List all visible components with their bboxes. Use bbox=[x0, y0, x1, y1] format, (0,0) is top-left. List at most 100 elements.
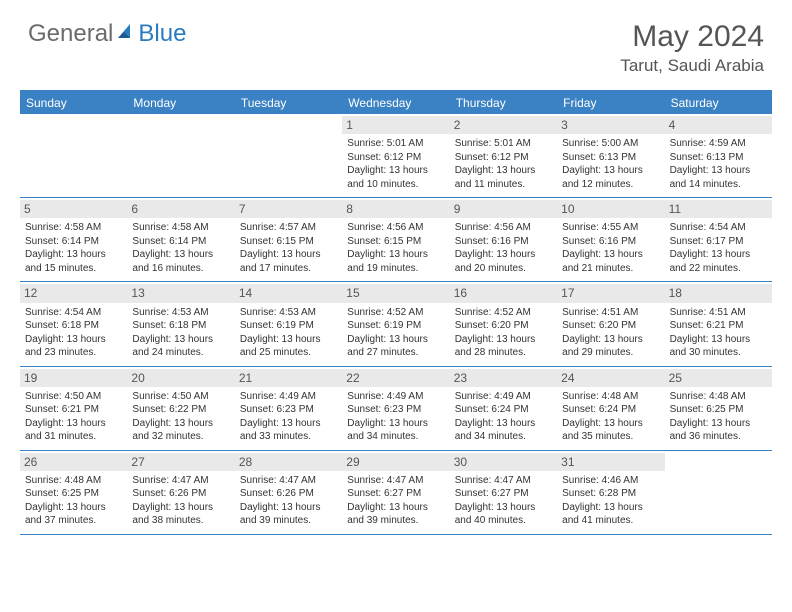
day-detail-line: Daylight: 13 hours bbox=[562, 417, 659, 431]
day-detail-line: Sunrise: 4:49 AM bbox=[347, 390, 444, 404]
day-detail-line: Sunset: 6:15 PM bbox=[240, 235, 337, 249]
day-number: 14 bbox=[235, 284, 342, 302]
day-detail-line: Daylight: 13 hours bbox=[347, 417, 444, 431]
day-detail-line: and 38 minutes. bbox=[132, 514, 229, 528]
weekday-header: Tuesday bbox=[235, 92, 342, 114]
day-number: 21 bbox=[235, 369, 342, 387]
day-detail-line: and 16 minutes. bbox=[132, 262, 229, 276]
day-number: 12 bbox=[20, 284, 127, 302]
header: General Blue May 2024 Tarut, Saudi Arabi… bbox=[0, 0, 792, 84]
day-cell: 9Sunrise: 4:56 AMSunset: 6:16 PMDaylight… bbox=[450, 198, 557, 281]
day-detail-line: Daylight: 13 hours bbox=[670, 333, 767, 347]
day-detail-line: Daylight: 13 hours bbox=[240, 333, 337, 347]
day-detail-line: Daylight: 13 hours bbox=[670, 164, 767, 178]
day-cell: 25Sunrise: 4:48 AMSunset: 6:25 PMDayligh… bbox=[665, 367, 772, 450]
day-detail-line: Daylight: 13 hours bbox=[240, 501, 337, 515]
day-detail-line: and 33 minutes. bbox=[240, 430, 337, 444]
day-detail-line: Sunset: 6:19 PM bbox=[240, 319, 337, 333]
day-detail-line: Sunset: 6:16 PM bbox=[455, 235, 552, 249]
day-detail-line: Sunset: 6:24 PM bbox=[562, 403, 659, 417]
day-detail-line: and 32 minutes. bbox=[132, 430, 229, 444]
day-number: 2 bbox=[450, 116, 557, 134]
day-detail-line: and 10 minutes. bbox=[347, 178, 444, 192]
day-detail-line: Sunrise: 4:46 AM bbox=[562, 474, 659, 488]
day-cell: 10Sunrise: 4:55 AMSunset: 6:16 PMDayligh… bbox=[557, 198, 664, 281]
day-detail-line: and 30 minutes. bbox=[670, 346, 767, 360]
day-detail-line: Sunset: 6:27 PM bbox=[455, 487, 552, 501]
week-row: 5Sunrise: 4:58 AMSunset: 6:14 PMDaylight… bbox=[20, 198, 772, 282]
day-number: 1 bbox=[342, 116, 449, 134]
day-detail-line: Sunrise: 4:47 AM bbox=[455, 474, 552, 488]
day-cell: 1Sunrise: 5:01 AMSunset: 6:12 PMDaylight… bbox=[342, 114, 449, 197]
day-detail-line: Daylight: 13 hours bbox=[455, 164, 552, 178]
day-detail-line: Sunrise: 4:50 AM bbox=[25, 390, 122, 404]
day-detail-line: Sunrise: 4:51 AM bbox=[562, 306, 659, 320]
day-detail-line: and 37 minutes. bbox=[25, 514, 122, 528]
day-detail-line: Daylight: 13 hours bbox=[455, 248, 552, 262]
day-detail-line: Daylight: 13 hours bbox=[347, 333, 444, 347]
day-detail-line: Sunset: 6:15 PM bbox=[347, 235, 444, 249]
day-detail-line: Sunrise: 4:47 AM bbox=[132, 474, 229, 488]
day-number: 31 bbox=[557, 453, 664, 471]
day-detail-line: Sunset: 6:21 PM bbox=[25, 403, 122, 417]
day-detail-line: Sunrise: 4:48 AM bbox=[670, 390, 767, 404]
day-detail-line: and 29 minutes. bbox=[562, 346, 659, 360]
day-number: 15 bbox=[342, 284, 449, 302]
day-detail-line: Sunset: 6:18 PM bbox=[25, 319, 122, 333]
day-detail-line: Sunset: 6:27 PM bbox=[347, 487, 444, 501]
day-cell: 13Sunrise: 4:53 AMSunset: 6:18 PMDayligh… bbox=[127, 282, 234, 365]
day-detail-line: Sunrise: 4:47 AM bbox=[347, 474, 444, 488]
day-cell: 18Sunrise: 4:51 AMSunset: 6:21 PMDayligh… bbox=[665, 282, 772, 365]
day-detail-line: Daylight: 13 hours bbox=[25, 333, 122, 347]
day-number: 8 bbox=[342, 200, 449, 218]
week-row: 26Sunrise: 4:48 AMSunset: 6:25 PMDayligh… bbox=[20, 451, 772, 535]
day-detail-line: and 24 minutes. bbox=[132, 346, 229, 360]
day-detail-line: Sunset: 6:20 PM bbox=[455, 319, 552, 333]
day-number: 19 bbox=[20, 369, 127, 387]
day-detail-line: Daylight: 13 hours bbox=[132, 333, 229, 347]
day-number: 17 bbox=[557, 284, 664, 302]
day-cell: 15Sunrise: 4:52 AMSunset: 6:19 PMDayligh… bbox=[342, 282, 449, 365]
day-detail-line: Daylight: 13 hours bbox=[670, 248, 767, 262]
day-number: 30 bbox=[450, 453, 557, 471]
day-detail-line: Daylight: 13 hours bbox=[562, 164, 659, 178]
day-detail-line: Daylight: 13 hours bbox=[25, 417, 122, 431]
day-detail-line: Daylight: 13 hours bbox=[240, 248, 337, 262]
day-number: 4 bbox=[665, 116, 772, 134]
day-detail-line: Sunset: 6:12 PM bbox=[347, 151, 444, 165]
day-detail-line: and 25 minutes. bbox=[240, 346, 337, 360]
day-detail-line: Sunrise: 4:54 AM bbox=[25, 306, 122, 320]
day-detail-line: Sunrise: 4:48 AM bbox=[25, 474, 122, 488]
day-detail-line: Daylight: 13 hours bbox=[132, 248, 229, 262]
day-detail-line: Daylight: 13 hours bbox=[670, 417, 767, 431]
day-number bbox=[127, 116, 234, 134]
day-cell: 11Sunrise: 4:54 AMSunset: 6:17 PMDayligh… bbox=[665, 198, 772, 281]
day-detail-line: Sunrise: 4:52 AM bbox=[455, 306, 552, 320]
week-row: 19Sunrise: 4:50 AMSunset: 6:21 PMDayligh… bbox=[20, 367, 772, 451]
weekday-header-row: SundayMondayTuesdayWednesdayThursdayFrid… bbox=[20, 92, 772, 114]
day-detail-line: and 36 minutes. bbox=[670, 430, 767, 444]
day-number: 11 bbox=[665, 200, 772, 218]
weekday-header: Sunday bbox=[20, 92, 127, 114]
day-number bbox=[665, 453, 772, 471]
day-cell bbox=[127, 114, 234, 197]
day-cell: 29Sunrise: 4:47 AMSunset: 6:27 PMDayligh… bbox=[342, 451, 449, 534]
day-detail-line: Daylight: 13 hours bbox=[240, 417, 337, 431]
day-detail-line: and 15 minutes. bbox=[25, 262, 122, 276]
day-number: 27 bbox=[127, 453, 234, 471]
day-detail-line: Sunrise: 4:53 AM bbox=[132, 306, 229, 320]
day-detail-line: Sunset: 6:13 PM bbox=[562, 151, 659, 165]
day-detail-line: and 14 minutes. bbox=[670, 178, 767, 192]
day-number: 22 bbox=[342, 369, 449, 387]
day-number: 25 bbox=[665, 369, 772, 387]
day-number: 29 bbox=[342, 453, 449, 471]
day-detail-line: and 31 minutes. bbox=[25, 430, 122, 444]
day-number: 9 bbox=[450, 200, 557, 218]
day-detail-line: and 17 minutes. bbox=[240, 262, 337, 276]
day-detail-line: Daylight: 13 hours bbox=[25, 248, 122, 262]
day-detail-line: Sunset: 6:23 PM bbox=[347, 403, 444, 417]
day-detail-line: and 20 minutes. bbox=[455, 262, 552, 276]
day-detail-line: Sunrise: 5:01 AM bbox=[347, 137, 444, 151]
weekday-header: Thursday bbox=[450, 92, 557, 114]
day-detail-line: and 27 minutes. bbox=[347, 346, 444, 360]
